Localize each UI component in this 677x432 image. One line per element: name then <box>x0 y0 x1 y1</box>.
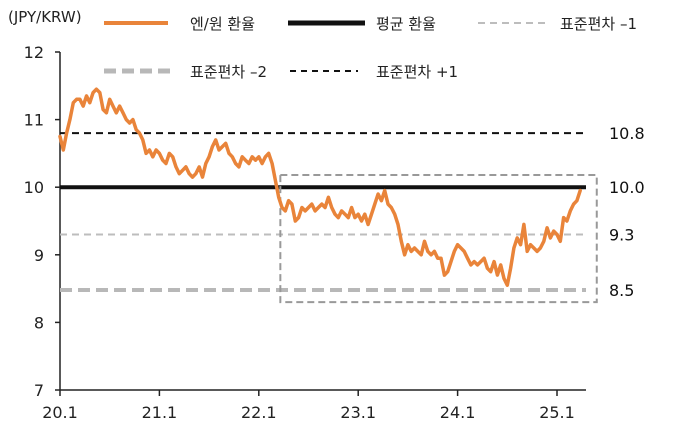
x-tick-label: 23.1 <box>340 403 376 422</box>
series-line-exchange-rate <box>58 87 582 287</box>
legend: 엔/원 환율 평균 환율 표준편차 –1 표준편차 –2 표준편차 +1 <box>104 15 637 81</box>
x-tick-label: 24.1 <box>440 403 476 422</box>
unit-label: (JPY/KRW) <box>8 8 82 26</box>
legend-label-std-minus-1: 표준편차 –1 <box>560 15 637 33</box>
y-tick-label: 9 <box>34 246 44 265</box>
x-tick-label: 22.1 <box>241 403 277 422</box>
y-tick-label: 7 <box>34 381 44 400</box>
reference-lines <box>60 132 586 292</box>
highlight-box <box>279 174 598 304</box>
legend-label-std-minus-2: 표준편차 –2 <box>190 63 267 81</box>
y-tick-label: 12 <box>24 43 44 62</box>
x-tick-label: 21.1 <box>142 403 178 422</box>
value-label: 9.3 <box>609 226 634 245</box>
legend-label-std-plus-1: 표준편차 +1 <box>376 63 458 81</box>
value-labels: 10.8 10.0 9.3 8.5 <box>609 124 645 300</box>
y-tick-label: 10 <box>24 178 44 197</box>
x-tick-label: 20.1 <box>42 403 78 422</box>
x-axis-ticks: 20.1 21.1 22.1 23.1 24.1 25.1 <box>42 390 575 422</box>
value-label: 10.0 <box>609 178 645 197</box>
value-label: 8.5 <box>609 281 634 300</box>
legend-label-exchange-rate: 엔/원 환율 <box>190 15 255 33</box>
y-tick-label: 8 <box>34 313 44 332</box>
y-tick-label: 11 <box>24 111 44 130</box>
x-tick-label: 25.1 <box>539 403 575 422</box>
legend-label-mean: 평균 환율 <box>376 15 436 33</box>
value-label: 10.8 <box>609 124 645 143</box>
y-axis-ticks: 7 8 9 10 11 12 <box>24 43 60 400</box>
